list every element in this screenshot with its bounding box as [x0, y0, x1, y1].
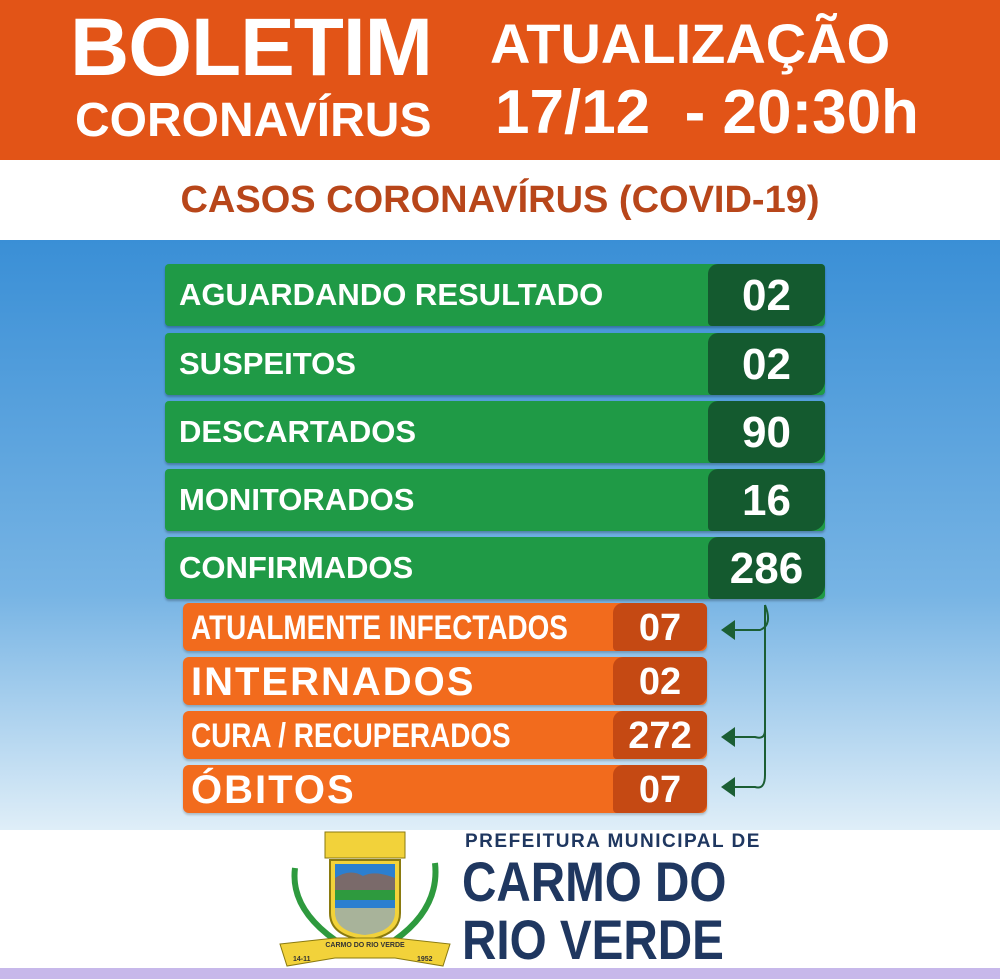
stat-value: 90 [708, 401, 825, 463]
stat-row-descartados: DESCARTADOS 90 [165, 401, 825, 463]
header-banner: BOLETIM CORONAVÍRUS ATUALIZAÇÃO 17/12 - … [0, 0, 1000, 160]
stat-row-confirmados: CONFIRMADOS 286 [165, 537, 825, 599]
breakdown-row-infectados: ATUALMENTE INFECTADOS 07 [183, 603, 707, 651]
breakdown-value: 02 [613, 657, 707, 705]
breakdown-value: 07 [613, 603, 707, 651]
title: BOLETIM [70, 2, 433, 93]
crest-date-right: 1952 [417, 956, 433, 963]
stat-label: SUSPEITOS [179, 346, 356, 381]
stat-label: CONFIRMADOS [179, 550, 414, 585]
breakdown-row-obitos: ÓBITOS 07 [183, 765, 707, 813]
city-name: CARMO DO RIO VERDE [462, 853, 726, 969]
city-line-2: RIO VERDE [462, 908, 724, 971]
breakdown-row-internados: INTERNADOS 02 [183, 657, 707, 705]
breakdown-row-recuperados: CURA / RECUPERADOS 272 [183, 711, 707, 759]
connector-arrows-icon [721, 604, 770, 797]
breakdown-value: 07 [613, 765, 707, 813]
breakdown-label: ÓBITOS [191, 768, 356, 812]
breakdown-value: 272 [613, 711, 707, 759]
breakdown-label: INTERNADOS [191, 660, 476, 704]
stat-value: 02 [708, 333, 825, 395]
municipal-crest-icon: CARMO DO RIO VERDE 14-11 1952 [279, 831, 451, 967]
update-label: ATUALIZAÇÃO [490, 12, 891, 75]
stat-row-suspeitos: SUSPEITOS 02 [165, 333, 825, 395]
stat-value: 286 [708, 537, 825, 599]
stat-label: MONITORADOS [179, 482, 415, 517]
prefeitura-label: PREFEITURA MUNICIPAL DE [465, 831, 761, 852]
breakdown-label: ATUALMENTE INFECTADOS [191, 609, 568, 647]
stat-value: 16 [708, 469, 825, 531]
stat-label: DESCARTADOS [179, 414, 417, 449]
stat-row-monitorados: MONITORADOS 16 [165, 469, 825, 531]
breakdown-label: CURA / RECUPERADOS [191, 717, 511, 755]
stat-label: AGUARDANDO RESULTADO [179, 277, 604, 312]
stat-row-aguardando: AGUARDANDO RESULTADO 02 [165, 264, 825, 326]
city-line-1: CARMO DO [462, 850, 727, 913]
crest-date-left: 14-11 [293, 956, 311, 963]
crest-banner-text: CARMO DO RIO VERDE [325, 942, 405, 949]
bottom-strip [0, 968, 1000, 979]
title-sub: CORONAVÍRUS [75, 94, 432, 147]
stat-value: 02 [708, 264, 825, 326]
update-datetime: 17/12 - 20:30h [495, 78, 919, 147]
subtitle: CASOS CORONAVÍRUS (COVID-19) [0, 160, 1000, 240]
